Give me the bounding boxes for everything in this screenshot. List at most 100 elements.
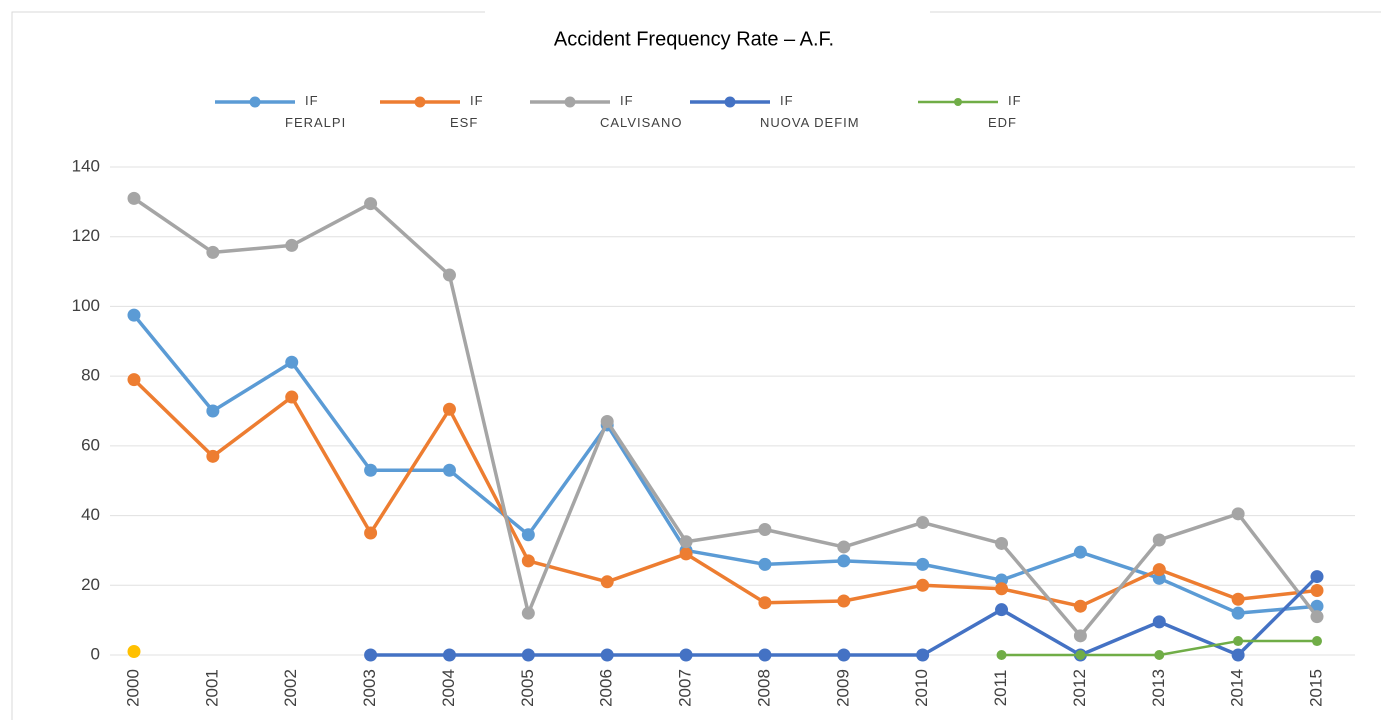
data-point — [995, 603, 1009, 617]
x-tick-label: 2013 — [1149, 669, 1168, 707]
series-line — [132, 314, 1318, 615]
legend-marker — [724, 96, 736, 108]
data-point — [1310, 610, 1324, 624]
legend-label: IF FERALPI — [285, 93, 346, 130]
data-point — [916, 516, 930, 530]
data-point — [679, 547, 693, 561]
data-point — [521, 554, 535, 568]
data-point — [1231, 507, 1245, 521]
x-tick-label: 2008 — [754, 669, 773, 707]
data-point — [1075, 650, 1086, 660]
y-tick-label: 0 — [91, 644, 100, 663]
y-tick-label: 60 — [81, 435, 100, 454]
legend-marker — [564, 96, 576, 108]
data-point — [758, 596, 772, 610]
data-point — [1152, 533, 1166, 547]
data-point — [1233, 636, 1244, 647]
data-point — [206, 245, 220, 259]
title-box — [485, 5, 930, 25]
series-line — [133, 196, 1319, 638]
data-point — [285, 238, 299, 252]
x-tick-label: 2006 — [597, 669, 616, 707]
x-tick-label: 2001 — [202, 669, 221, 707]
data-point — [1073, 545, 1087, 559]
data-point — [1310, 599, 1324, 613]
data-point — [206, 404, 220, 418]
x-tick-label: 2005 — [518, 669, 537, 707]
data-point — [127, 191, 141, 205]
y-tick-label: 80 — [81, 366, 100, 385]
x-tick-label: 2002 — [281, 669, 300, 707]
data-point — [837, 648, 851, 662]
data-point — [442, 463, 456, 477]
x-tick-label: 2009 — [833, 669, 852, 707]
series-line — [370, 575, 1319, 657]
y-tick-label: 20 — [81, 575, 100, 594]
data-point — [127, 645, 141, 659]
data-point — [442, 402, 456, 416]
data-point — [1231, 592, 1245, 606]
legend-label: IF EDF — [988, 93, 1022, 130]
chart-border — [11, 11, 1381, 720]
data-point — [600, 648, 614, 662]
data-point — [837, 554, 851, 568]
data-point — [364, 648, 378, 662]
data-point — [1310, 570, 1324, 584]
legend-marker — [249, 96, 261, 108]
x-tick-label: 2012 — [1070, 669, 1089, 707]
x-tick-label: 2007 — [676, 669, 695, 707]
data-point — [1152, 563, 1166, 577]
data-point — [442, 648, 456, 662]
data-point — [364, 197, 378, 211]
data-point — [521, 528, 535, 542]
x-tick-label: 2004 — [439, 669, 458, 707]
x-tick-label: 2003 — [360, 669, 379, 707]
data-point — [837, 594, 851, 608]
data-point — [1073, 629, 1087, 643]
y-tick-label: 140 — [72, 156, 100, 175]
legend-label: IF CALVISANO — [600, 93, 682, 130]
data-point — [521, 606, 535, 620]
x-tick-label: 2011 — [991, 670, 1010, 707]
data-point — [1152, 615, 1166, 629]
data-point — [600, 575, 614, 589]
data-point — [995, 536, 1009, 550]
data-point — [1154, 650, 1165, 660]
data-point — [916, 557, 930, 571]
data-point — [1312, 636, 1322, 647]
data-point — [916, 578, 930, 592]
data-point — [679, 648, 693, 662]
data-point — [285, 390, 299, 404]
data-point — [127, 308, 141, 322]
data-point — [916, 648, 930, 662]
data-point — [127, 373, 141, 387]
data-point — [995, 582, 1009, 596]
data-point — [679, 535, 693, 549]
data-point — [996, 650, 1007, 660]
data-point — [1310, 584, 1324, 598]
data-point — [837, 540, 851, 554]
data-point — [758, 523, 772, 537]
data-point — [758, 557, 772, 571]
y-tick-label: 40 — [81, 505, 100, 524]
data-point — [1073, 599, 1087, 613]
data-point — [1231, 606, 1245, 620]
data-point — [285, 355, 299, 369]
data-point — [758, 648, 772, 662]
chart-title: Accident Frequency Rate – A.F. — [554, 28, 834, 50]
data-point — [521, 648, 535, 662]
x-tick-label: 2000 — [123, 669, 142, 707]
legend-marker — [414, 96, 426, 108]
legend-label: IF ESF — [450, 93, 484, 130]
data-point — [442, 268, 456, 282]
data-point — [364, 463, 378, 477]
data-point — [364, 526, 378, 540]
legend-marker — [954, 98, 962, 106]
data-point — [1231, 648, 1245, 662]
y-tick-label: 100 — [72, 296, 100, 315]
legend-label: IF NUOVA DEFIM — [760, 93, 860, 130]
data-point — [206, 449, 220, 463]
y-tick-label: 120 — [72, 226, 100, 245]
x-tick-label: 2015 — [1306, 669, 1325, 707]
